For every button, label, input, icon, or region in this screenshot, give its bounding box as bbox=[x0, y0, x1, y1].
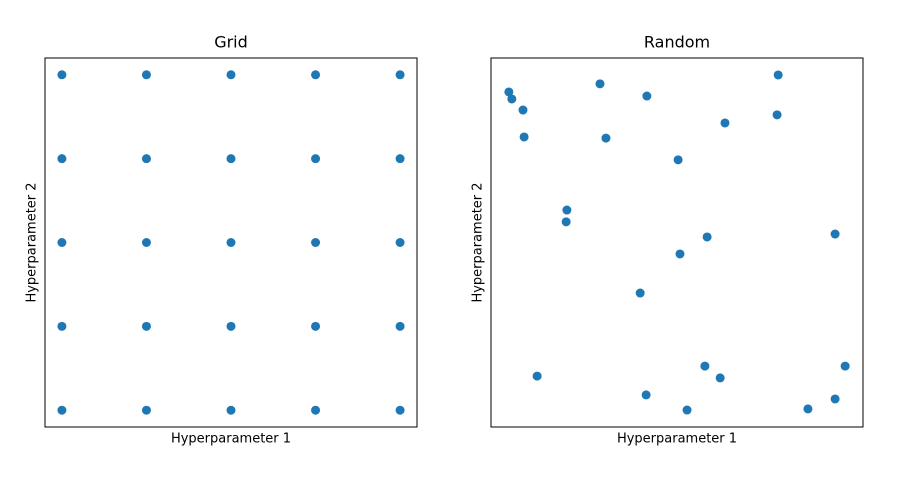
point bbox=[840, 361, 850, 371]
point bbox=[57, 321, 67, 331]
point bbox=[700, 361, 710, 371]
point bbox=[830, 229, 840, 239]
point bbox=[226, 405, 236, 415]
point bbox=[141, 238, 151, 247]
point bbox=[226, 321, 236, 331]
point bbox=[562, 205, 572, 215]
point bbox=[226, 70, 236, 80]
point bbox=[504, 87, 514, 97]
y-axis-label: Hyperparameter 2 bbox=[25, 182, 40, 302]
point bbox=[311, 238, 321, 247]
point bbox=[226, 154, 236, 164]
chart-title: Random bbox=[644, 33, 710, 52]
point bbox=[682, 405, 692, 415]
point bbox=[532, 371, 542, 381]
point bbox=[141, 70, 151, 80]
point bbox=[518, 105, 528, 115]
plot-frame bbox=[44, 57, 418, 428]
chart-title: Grid bbox=[214, 33, 248, 52]
point bbox=[642, 91, 652, 101]
point bbox=[395, 321, 405, 331]
point bbox=[395, 238, 405, 247]
point bbox=[507, 94, 517, 104]
point bbox=[141, 321, 151, 331]
x-axis-label: Hyperparameter 1 bbox=[617, 432, 737, 447]
point bbox=[57, 238, 67, 247]
point bbox=[57, 154, 67, 164]
point bbox=[57, 70, 67, 80]
point bbox=[311, 321, 321, 331]
point bbox=[641, 390, 651, 400]
point bbox=[395, 405, 405, 415]
point bbox=[395, 70, 405, 80]
point bbox=[772, 110, 782, 120]
point bbox=[830, 394, 840, 404]
point bbox=[311, 70, 321, 80]
point bbox=[803, 404, 813, 414]
x-axis-label: Hyperparameter 1 bbox=[171, 432, 291, 447]
point bbox=[601, 133, 611, 143]
point bbox=[519, 132, 529, 142]
point bbox=[673, 155, 683, 165]
point bbox=[57, 405, 67, 415]
point bbox=[311, 405, 321, 415]
point bbox=[226, 238, 236, 247]
point bbox=[720, 118, 730, 128]
y-axis-label: Hyperparameter 2 bbox=[471, 182, 486, 302]
point bbox=[141, 154, 151, 164]
plot-frame bbox=[490, 57, 864, 428]
point bbox=[595, 79, 605, 89]
point bbox=[395, 154, 405, 164]
point bbox=[635, 288, 645, 298]
point bbox=[675, 249, 685, 259]
point bbox=[773, 70, 783, 80]
point bbox=[715, 373, 725, 383]
point bbox=[702, 232, 712, 242]
point bbox=[141, 405, 151, 415]
point bbox=[311, 154, 321, 164]
point bbox=[561, 217, 571, 227]
